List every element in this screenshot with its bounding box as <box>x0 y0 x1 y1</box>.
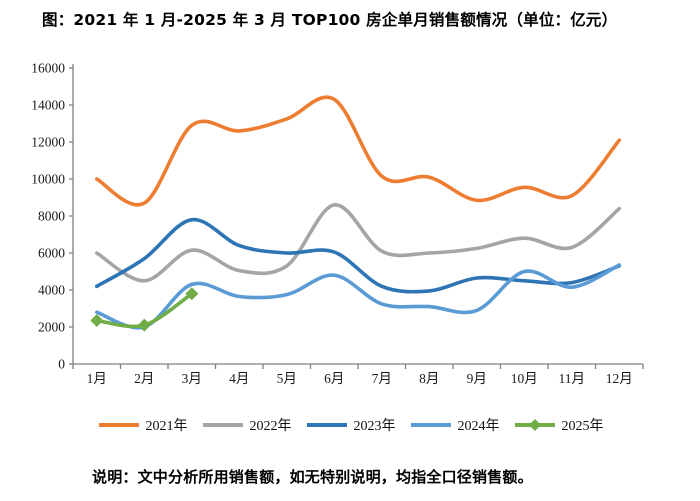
figure-note: 说明：文中分析所用销售额，如无特别说明，均指全口径销售额。 <box>92 468 533 486</box>
legend-item-2024年: 2024年 <box>409 415 500 435</box>
series-line <box>95 263 622 330</box>
svg-text:8月: 8月 <box>419 371 439 386</box>
legend-label: 2023年 <box>353 419 396 434</box>
series-line <box>95 95 622 207</box>
svg-text:6月: 6月 <box>324 371 344 386</box>
series-line <box>95 203 622 283</box>
legend-swatch <box>306 423 347 427</box>
series-2022年 <box>95 203 622 283</box>
series-2024年 <box>95 263 622 330</box>
legend-swatch <box>202 423 243 427</box>
svg-text:12000: 12000 <box>31 135 65 150</box>
figure-title: 图：2021 年 1 月-2025 年 3 月 TOP100 房企单月销售额情况… <box>42 11 618 29</box>
y-axis: 0 2000 4000 6000 8000 10000 12000 14000 16000 <box>31 61 73 372</box>
legend-swatch <box>514 419 555 431</box>
series-marker <box>185 287 199 301</box>
svg-text:10000: 10000 <box>31 172 65 187</box>
legend-label: 2022年 <box>249 419 292 434</box>
svg-text:14000: 14000 <box>31 98 65 113</box>
line-chart: 0 2000 4000 6000 8000 10000 12000 14000 16000 1月 2… <box>31 61 644 386</box>
svg-text:6000: 6000 <box>38 246 65 261</box>
series-2021年 <box>95 95 622 207</box>
legend-item-2025年: 2025年 <box>513 415 604 435</box>
series-line <box>95 217 622 294</box>
legend-item-2023年: 2023年 <box>305 415 396 435</box>
series-2023年 <box>95 217 622 294</box>
series-marker <box>90 314 104 327</box>
legend-swatch <box>98 423 139 427</box>
svg-text:7月: 7月 <box>372 371 392 386</box>
svg-text:4000: 4000 <box>38 283 65 298</box>
x-axis: 1月 2月 3月 4月 5月 6月 7月 8月 9月 10月 11月 12月 <box>72 364 644 386</box>
svg-text:10月: 10月 <box>511 371 538 386</box>
series-2025年 <box>90 287 199 332</box>
svg-text:8000: 8000 <box>38 209 65 224</box>
svg-text:9月: 9月 <box>467 371 487 386</box>
svg-text:0: 0 <box>58 357 65 372</box>
legend-label: 2021年 <box>145 419 188 434</box>
series-marker <box>137 318 151 332</box>
svg-text:1月: 1月 <box>87 371 107 386</box>
svg-text:3月: 3月 <box>182 371 202 386</box>
chart-legend: 2021年 2022年 2023年 2024年 2025年 <box>0 412 700 438</box>
legend-label: 2024年 <box>457 419 500 434</box>
svg-text:5月: 5月 <box>277 371 297 386</box>
svg-text:11月: 11月 <box>559 371 586 386</box>
legend-item-2021年: 2021年 <box>97 415 188 435</box>
svg-text:2000: 2000 <box>38 320 65 335</box>
legend-item-2022年: 2022年 <box>201 415 292 435</box>
svg-text:4月: 4月 <box>229 371 249 386</box>
svg-text:12月: 12月 <box>606 371 633 386</box>
legend-swatch <box>410 423 451 427</box>
svg-text:2月: 2月 <box>134 371 154 386</box>
legend-label: 2025年 <box>561 419 604 434</box>
svg-text:16000: 16000 <box>31 61 65 76</box>
